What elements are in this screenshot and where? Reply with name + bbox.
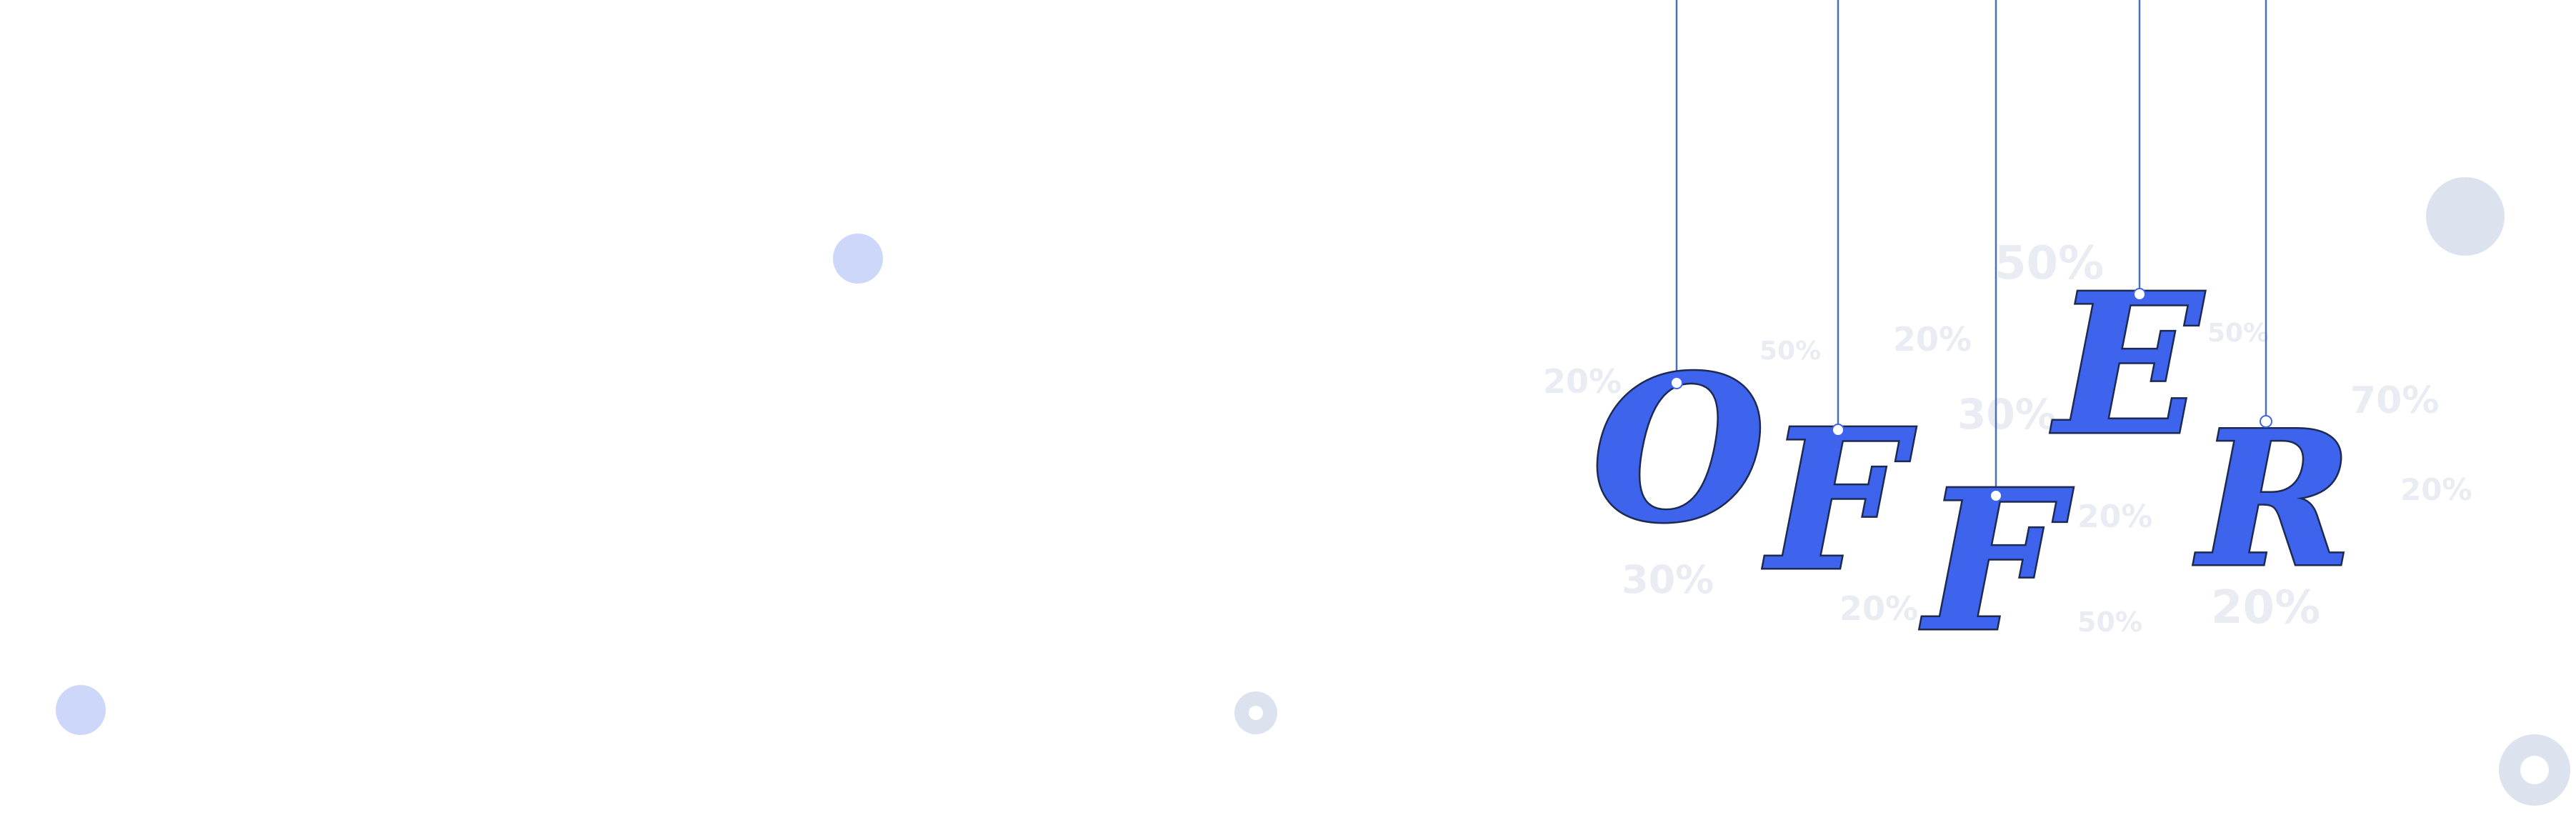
- hook-ring: [1832, 424, 1844, 436]
- decor-dot-blue: [56, 685, 106, 735]
- decor-dot-gray: [2426, 177, 2505, 256]
- hook-ring: [1990, 490, 2002, 501]
- hanging-letter-f: F: [1762, 386, 1918, 614]
- discount-tag: 70%: [2350, 379, 2439, 422]
- decor-ring: [1234, 691, 1277, 734]
- discount-tag: 50%: [2077, 606, 2142, 638]
- discount-tag: 30%: [1957, 390, 2057, 439]
- hook-ring: [2134, 289, 2145, 300]
- discount-tag: 50%: [1759, 336, 1821, 366]
- discount-tag: 20%: [1893, 320, 1972, 359]
- hanging-letter-f: F: [1919, 447, 2075, 674]
- discount-tag: 20%: [2077, 499, 2152, 535]
- decor-dot-blue: [833, 234, 883, 284]
- hanging-letter-r: R: [2192, 391, 2352, 609]
- hanging-letter-o: O: [1592, 332, 1767, 567]
- hook-ring: [1671, 377, 1682, 389]
- hanging-letter-e: E: [2050, 251, 2206, 478]
- decor-ring: [2499, 734, 2570, 806]
- hook-ring: [2260, 416, 2272, 427]
- discount-tag: 50%: [2207, 319, 2269, 348]
- discount-tag: 20%: [2400, 472, 2472, 507]
